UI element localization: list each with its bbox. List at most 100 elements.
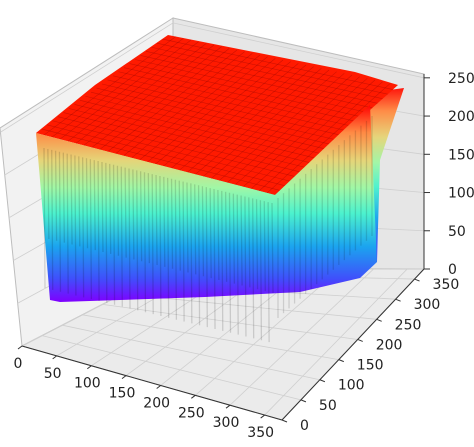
top-mesh-line: [43, 36, 176, 136]
front-ridge: [271, 202, 274, 294]
front-ridge: [62, 152, 65, 243]
front-ridge: [124, 167, 127, 258]
front-ridge: [174, 179, 178, 320]
x-tick-label: 0: [14, 356, 23, 372]
front-ridge: [128, 168, 131, 309]
top-mesh-line: [85, 95, 322, 155]
top-mesh-line: [258, 81, 383, 192]
y-grid-line: [62, 324, 320, 381]
top-mesh-line: [195, 68, 322, 175]
top-mesh-line: [96, 87, 332, 145]
top-mesh-line: [227, 74, 353, 183]
front-ridge: [70, 154, 73, 245]
top-mesh-line: [219, 73, 345, 181]
front-ridge: [209, 188, 212, 279]
front-ridge: [224, 191, 228, 282]
y-tick-mark: [281, 419, 288, 423]
front-ridge: [109, 163, 112, 254]
top-mesh-line: [123, 67, 358, 122]
front-ridge: [197, 185, 201, 326]
front-ridge: [259, 200, 263, 341]
surface-front-wall: [36, 105, 377, 302]
front-ridge: [136, 170, 139, 311]
front-ridge: [78, 156, 81, 247]
top-mesh-line: [112, 75, 347, 132]
x-tick-mark: [156, 385, 161, 389]
front-ridge: [132, 169, 135, 260]
front-ridge: [205, 187, 208, 328]
front-ridge: [182, 181, 185, 322]
x-grid-line: [195, 268, 341, 396]
top-mesh-line: [187, 66, 314, 173]
top-mesh-line: [57, 116, 296, 177]
top-mesh-line: [59, 39, 192, 140]
top-mesh-line: [63, 112, 301, 173]
top-mesh-line: [147, 58, 276, 163]
y-tick-label: 150: [357, 358, 384, 374]
x-tick-mark: [87, 365, 92, 370]
front-ridge: [194, 184, 197, 275]
x-tick-label: 200: [143, 395, 170, 411]
top-mesh-line: [90, 91, 327, 150]
top-mesh-line: [41, 128, 281, 191]
front-ridge: [112, 164, 116, 305]
top-mesh-line: [250, 79, 376, 190]
front-ridge: [159, 175, 162, 316]
top-mesh-line: [139, 56, 268, 161]
x-tick-label: 300: [213, 415, 240, 431]
z-tick-label: 150: [448, 147, 474, 163]
front-ridge: [240, 195, 243, 286]
top-mesh-line: [52, 120, 291, 182]
x-tick-label: 50: [44, 366, 62, 382]
front-ridge: [255, 199, 259, 290]
top-mesh-line: [134, 59, 368, 113]
top-mesh-line: [91, 46, 222, 148]
y-tick-label: 300: [414, 297, 441, 313]
x-axis-ticks: 0 50 100 150 200 250 300 350: [14, 345, 274, 441]
front-ridge: [66, 153, 69, 294]
y-tick-label: 200: [376, 337, 403, 353]
top-mesh-line: [242, 78, 368, 187]
top-mesh-line: [162, 38, 393, 90]
top-mesh-line: [145, 51, 378, 104]
x-tick-label: 100: [74, 376, 101, 392]
z-grid-line: [0, 22, 425, 133]
y-tick-label: 50: [319, 398, 337, 414]
front-ridge: [267, 202, 270, 343]
y-tick-label: 250: [395, 317, 422, 333]
z-tick-label: 0: [448, 262, 457, 278]
x-grid-line: [264, 268, 408, 416]
z-tick-label: 50: [448, 224, 466, 240]
x-tick-label: 250: [178, 405, 205, 421]
x-tick-label: 150: [109, 386, 136, 402]
front-ridge: [186, 182, 189, 273]
front-ridge: [221, 190, 224, 331]
top-mesh-line: [101, 83, 337, 141]
top-mesh-line: [75, 43, 207, 144]
front-ridge: [228, 192, 232, 333]
top-mesh-line: [151, 46, 383, 100]
x-tick-mark: [17, 345, 23, 350]
y-grid-line: [82, 314, 339, 360]
front-ridge: [244, 196, 247, 337]
y-tick-mark: [414, 278, 420, 282]
top-mesh-line: [131, 54, 261, 159]
front-ridge: [190, 183, 193, 324]
x-tick-mark: [260, 414, 265, 419]
top-mesh-line: [74, 104, 311, 164]
z-tick-label: 200: [448, 109, 474, 125]
front-ridge: [101, 161, 104, 252]
front-ridge: [54, 150, 58, 241]
x-tick-label: 350: [247, 425, 274, 441]
front-ridge: [58, 151, 62, 292]
top-mesh-line: [123, 53, 253, 156]
top-mesh-line: [68, 108, 306, 168]
top-mesh-line: [107, 79, 342, 136]
y-tick-label: 350: [433, 277, 460, 293]
x-tick-mark: [191, 394, 196, 399]
front-ridge: [163, 176, 166, 267]
top-mesh-line: [163, 61, 291, 167]
front-ridge: [143, 172, 147, 313]
z-tick-label: 250: [448, 71, 474, 87]
